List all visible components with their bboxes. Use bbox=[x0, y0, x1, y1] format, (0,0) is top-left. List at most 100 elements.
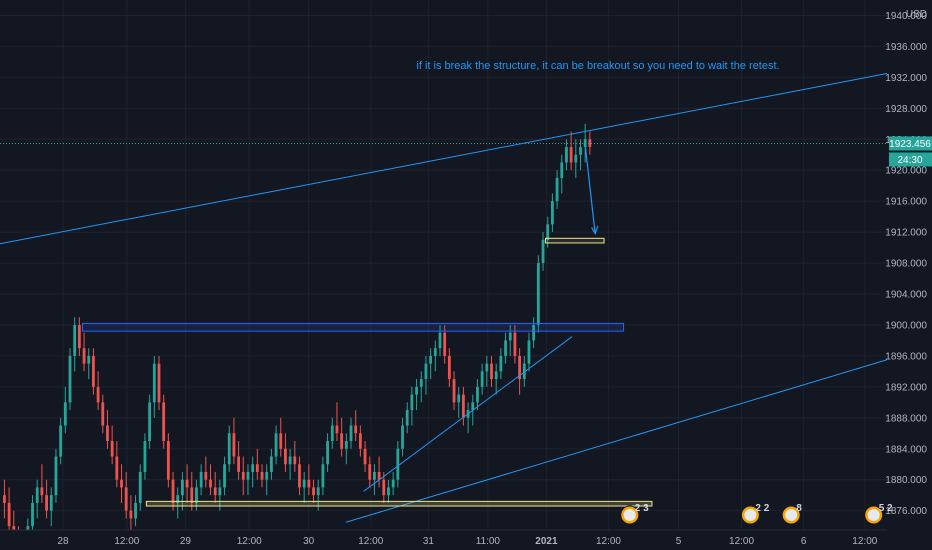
flag-icon bbox=[744, 509, 757, 521]
candle-body bbox=[302, 479, 306, 488]
event-badges: 2 3 2 2 8 5 2 bbox=[620, 503, 893, 525]
candle-body bbox=[260, 471, 264, 480]
candle-body bbox=[354, 425, 358, 434]
candle-body bbox=[274, 433, 278, 457]
candle-body bbox=[204, 471, 208, 480]
candle-body bbox=[209, 479, 212, 488]
candle-body bbox=[321, 464, 325, 488]
candle-body bbox=[363, 448, 367, 465]
candle-body bbox=[73, 324, 77, 356]
candle-body bbox=[152, 363, 156, 403]
candle-body bbox=[433, 348, 437, 356]
candle-body bbox=[298, 464, 301, 488]
price-axis[interactable] bbox=[887, 0, 932, 530]
candle-body bbox=[49, 495, 53, 511]
event-badge-count: 2 2 bbox=[755, 503, 769, 514]
candle-body bbox=[138, 471, 142, 503]
chart-grid bbox=[0, 0, 887, 530]
event-badge-count: 5 2 bbox=[879, 503, 893, 514]
time-axis-ticks: 28 12:00 29 12:00 30 12:00 31 11:00 2021 12:00 5 12… bbox=[57, 536, 877, 547]
candle-body bbox=[382, 479, 386, 496]
candle-body bbox=[579, 147, 582, 155]
candle-body bbox=[82, 348, 86, 364]
candle-body bbox=[490, 363, 493, 380]
candle-body bbox=[45, 495, 48, 511]
candle-body bbox=[96, 386, 100, 403]
candle-body bbox=[358, 433, 362, 449]
x-tick-label: 11:00 bbox=[476, 536, 501, 547]
candle-body bbox=[195, 487, 198, 503]
candle-body bbox=[373, 471, 376, 480]
drawings-layer bbox=[0, 73, 888, 523]
candle-body bbox=[307, 479, 311, 488]
current-price-value: 1923.456 bbox=[889, 139, 931, 150]
candle-body bbox=[190, 487, 194, 503]
candle-body bbox=[504, 340, 507, 356]
x-tick-label: 12:00 bbox=[114, 536, 139, 547]
flag-icon bbox=[623, 509, 636, 521]
trend-line bbox=[363, 336, 573, 492]
y-tick-label: 1912.000 bbox=[885, 228, 927, 239]
candle-body bbox=[255, 464, 259, 472]
candle-body bbox=[106, 425, 109, 442]
y-tick-label: 1916.000 bbox=[885, 197, 927, 208]
candle-body bbox=[129, 510, 133, 519]
candle-body bbox=[180, 479, 184, 496]
x-tick-label: 30 bbox=[303, 536, 315, 547]
candle-body bbox=[316, 487, 320, 496]
candle-body bbox=[452, 379, 456, 403]
y-tick-label: 1932.000 bbox=[885, 73, 927, 84]
candle-body bbox=[185, 479, 189, 488]
candle-body bbox=[279, 433, 283, 449]
candle-body bbox=[284, 448, 287, 465]
candle-body bbox=[134, 502, 137, 519]
candle-body bbox=[405, 410, 409, 426]
channel-line bbox=[345, 359, 888, 523]
y-tick-label: 1896.000 bbox=[885, 351, 927, 362]
candle-body bbox=[326, 441, 329, 465]
candle-body bbox=[518, 355, 522, 380]
candle-body bbox=[387, 487, 390, 496]
candle-body bbox=[288, 456, 292, 465]
candle-body bbox=[391, 479, 395, 488]
candle-body bbox=[176, 495, 180, 503]
candle-body bbox=[223, 464, 226, 488]
y-tick-label: 1880.000 bbox=[885, 475, 927, 486]
candle-body bbox=[419, 379, 423, 387]
countdown-tag bbox=[889, 152, 932, 167]
x-tick-label: 12:00 bbox=[596, 536, 621, 547]
x-tick-label: 29 bbox=[180, 536, 192, 547]
annotation-text[interactable]: if it is break the structure, it can be … bbox=[416, 60, 779, 72]
candle-body bbox=[396, 448, 400, 480]
candle-body bbox=[171, 479, 175, 503]
candle-body bbox=[349, 425, 353, 442]
candle-body bbox=[54, 456, 58, 496]
flag-icon bbox=[785, 509, 798, 521]
arrow-head-icon bbox=[591, 225, 599, 236]
candle-body bbox=[424, 363, 428, 380]
candle-body bbox=[40, 487, 44, 496]
candle-body bbox=[232, 433, 236, 457]
x-tick-label: 12:00 bbox=[729, 536, 754, 547]
candle-body bbox=[480, 371, 484, 387]
candle-body bbox=[312, 487, 315, 496]
candle-body bbox=[410, 394, 414, 411]
candle-body bbox=[443, 332, 447, 356]
current-price-tag bbox=[889, 136, 932, 151]
candle-body bbox=[532, 324, 536, 341]
candle-body bbox=[124, 487, 128, 511]
candle-body bbox=[429, 355, 433, 364]
countdown-value: 24:30 bbox=[897, 155, 922, 166]
candle-body bbox=[344, 441, 348, 449]
candle-body bbox=[457, 394, 461, 403]
down-arrow-icon bbox=[584, 146, 596, 234]
candles-layer bbox=[3, 123, 592, 550]
candle-body bbox=[59, 425, 63, 457]
candle-body bbox=[401, 425, 404, 449]
time-axis[interactable] bbox=[0, 530, 932, 550]
candle-body bbox=[120, 479, 123, 488]
candle-body bbox=[335, 425, 339, 434]
event-badge-count: 8 bbox=[796, 503, 802, 514]
candle-body bbox=[574, 154, 578, 163]
